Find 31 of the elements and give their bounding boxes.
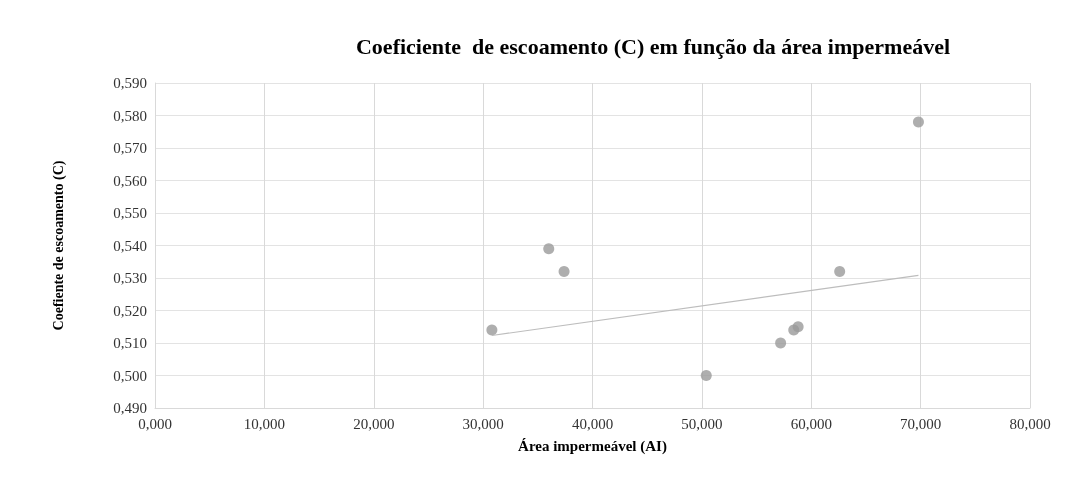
x-tick-label: 10,000 [243,415,285,432]
point [486,324,498,336]
x-tick-label: 40,000 [571,415,614,432]
point [700,370,712,381]
y-tick-label: 0,540 [113,237,147,254]
x-tick-label: 0,000 [138,415,172,432]
y-tick-label: 0,500 [113,367,147,384]
point [558,266,570,277]
y-tick-label: 0,560 [113,172,147,189]
y-tick-label: 0,520 [113,302,147,319]
x-tick-label: 60,000 [790,415,832,432]
x-tick-label: 50,000 [681,415,723,432]
y-tick-label: 0,510 [113,335,147,351]
point [834,266,846,277]
point [775,337,787,349]
y-tick-label: 0,570 [113,140,147,156]
x-tick-label: 70,000 [900,415,942,432]
y-axis-title: Coefiente de escoamento (C) [50,160,67,331]
x-tick-label: 30,000 [462,415,504,432]
point [543,243,555,255]
y-tick-label: 0,580 [113,107,147,124]
y-tick-label: 0,590 [113,75,147,91]
x-tick-label: 20,000 [353,415,395,432]
point [792,321,804,333]
chart-title: Coeficiente de escoamento (C) em função da área impermeável [355,33,951,59]
y-tick-label: 0,530 [113,270,147,286]
point [912,116,924,128]
y-tick-label: 0,550 [113,205,147,221]
x-tick-label: 80,000 [1009,415,1051,432]
x-axis-title: Área impermeável (AI) [518,437,667,455]
y-tick-label: 0,490 [113,400,147,416]
